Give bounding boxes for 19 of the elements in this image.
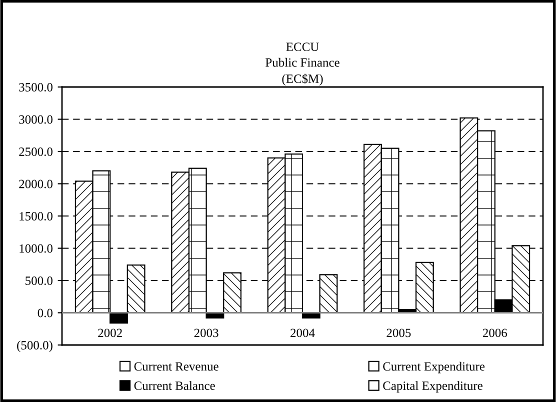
legend-label: Current Revenue [134, 362, 218, 371]
legend-label: Current Expenditure [383, 362, 485, 374]
y-tick-label: 3000.0 [19, 115, 52, 124]
y-tick-label: (500.0) [17, 340, 52, 352]
x-tick-label: 2004 [290, 328, 315, 338]
y-tick-label: 500.0 [26, 276, 52, 286]
x-tick-label: 2003 [194, 328, 218, 338]
chart-title: ECCU Public Finance (EC$M) [266, 42, 340, 86]
x-tick-label: 2002 [98, 328, 122, 338]
x-tick-label: 2005 [386, 328, 411, 338]
y-tick-label: 1500.0 [20, 212, 52, 221]
y-tick-label: 0.0 [38, 308, 52, 318]
y-tick-label: 2500.0 [19, 148, 52, 156]
y-tick-label: 1000.0 [20, 244, 52, 253]
legend-label: Current Balance [134, 381, 215, 390]
y-tick-label: 2000.0 [19, 180, 52, 188]
y-tick-label: 3500.0 [19, 83, 52, 92]
x-tick-label: 2006 [482, 328, 508, 338]
legend-label: Capital Expenditure [383, 381, 482, 392]
